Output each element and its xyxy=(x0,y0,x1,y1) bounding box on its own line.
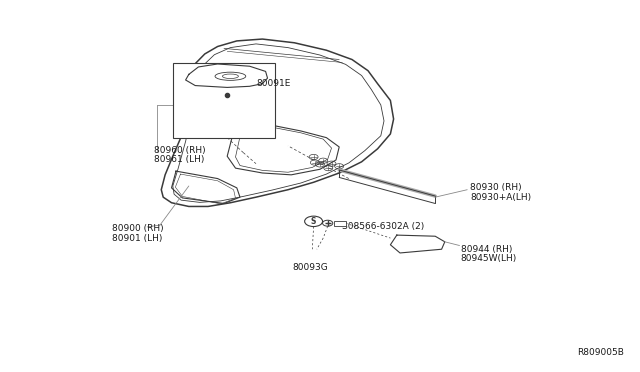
Text: S08566-6302A (2): S08566-6302A (2) xyxy=(342,222,425,231)
Text: 80901 (LH): 80901 (LH) xyxy=(112,234,163,243)
Text: S: S xyxy=(311,217,316,226)
Text: R809005B: R809005B xyxy=(577,348,624,357)
Bar xyxy=(334,221,346,226)
Text: 80944 (RH): 80944 (RH) xyxy=(461,245,512,254)
Text: 80961 (LH): 80961 (LH) xyxy=(154,155,204,164)
Bar xyxy=(173,63,275,138)
Text: 80900 (RH): 80900 (RH) xyxy=(112,224,164,233)
Ellipse shape xyxy=(215,72,246,80)
Text: 80945W(LH): 80945W(LH) xyxy=(461,254,517,263)
Text: 80091E: 80091E xyxy=(256,79,291,88)
Ellipse shape xyxy=(223,74,238,78)
Text: 80930 (RH): 80930 (RH) xyxy=(470,183,522,192)
Text: 80960 (RH): 80960 (RH) xyxy=(154,146,205,155)
Text: 80930+A(LH): 80930+A(LH) xyxy=(470,193,532,202)
Text: S: S xyxy=(194,121,200,131)
Text: 80093G: 80093G xyxy=(292,263,328,272)
